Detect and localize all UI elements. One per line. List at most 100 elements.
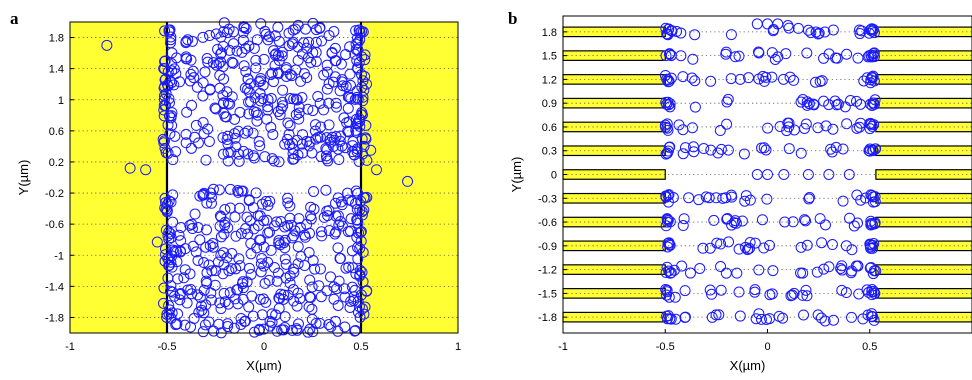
data-point [340,262,352,274]
data-point [354,269,366,281]
data-point [204,240,216,252]
data-point [318,211,330,223]
data-point [315,151,327,163]
data-point [753,47,765,59]
data-point [284,68,296,80]
data-point [258,260,270,272]
data-point [192,137,204,149]
data-point [823,261,835,273]
data-point [801,47,813,59]
data-point [302,326,314,338]
data-point [189,131,201,143]
data-point [325,271,337,283]
data-point [766,288,778,300]
data-point [715,284,727,296]
data-point [818,52,830,64]
data-point [705,75,717,87]
data-point [713,309,725,321]
data-point [248,223,260,235]
data-point [185,284,197,296]
data-point [740,190,752,202]
data-point [215,56,227,68]
data-point [308,185,320,197]
data-point [255,72,267,84]
data-point [222,147,234,159]
data-point [293,102,305,114]
data-point [803,98,815,110]
data-point [760,144,772,156]
data-point [286,38,298,50]
data-point [163,300,175,312]
data-point [186,35,198,47]
data-point [195,300,207,312]
data-point [664,267,676,279]
data-point [867,145,879,157]
data-point [339,142,351,154]
data-point [166,107,178,119]
data-point [837,195,849,207]
data-point [358,84,370,96]
data-point [159,74,171,86]
data-point [230,230,242,242]
data-point [315,226,327,238]
data-point [661,213,673,225]
data-point [715,261,727,273]
data-point [738,148,750,160]
data-point [217,268,229,280]
data-point [182,284,194,296]
data-point [818,95,830,107]
data-point [715,238,727,250]
data-point [180,35,192,47]
data-point [168,79,180,91]
data-point [262,101,274,113]
data-point [257,93,269,105]
data-point [678,213,690,225]
data-point [277,84,289,96]
data-point [192,221,204,233]
y-tick-label: -1.8 [45,312,64,324]
data-point [788,287,800,299]
data-point [795,147,807,159]
data-point [248,106,260,118]
data-point [277,100,289,112]
data-point [255,95,267,107]
data-point [321,144,333,156]
y-tick-label: 1.8 [49,33,64,45]
data-point [356,303,368,315]
data-point [850,95,862,107]
data-point [306,281,318,293]
data-point [222,318,234,330]
data-point [869,94,881,106]
data-point [350,44,362,56]
data-point [289,23,301,35]
data-point [359,71,371,83]
data-point [243,301,255,313]
data-point [223,44,235,56]
data-point [279,311,291,323]
data-point [226,56,238,68]
data-point [677,148,689,160]
left-electrode-region [70,22,167,333]
data-point [846,244,858,256]
y-tick-label: -1.5 [538,288,557,300]
data-point [198,187,210,199]
data-point [181,297,193,309]
x-tick-label: 0.5 [353,341,368,353]
data-point [758,75,770,87]
data-point [679,142,691,154]
data-point [243,262,255,274]
data-point [827,123,839,135]
data-point [800,118,812,130]
data-point [359,192,371,204]
data-point [229,211,241,223]
data-point [174,294,186,306]
data-point [328,281,340,293]
data-point [663,189,675,201]
data-point [207,57,219,69]
data-point [818,263,830,275]
data-point [260,296,272,308]
data-point [352,253,364,265]
data-point [261,113,273,125]
data-point [318,69,330,81]
data-point [354,242,366,254]
